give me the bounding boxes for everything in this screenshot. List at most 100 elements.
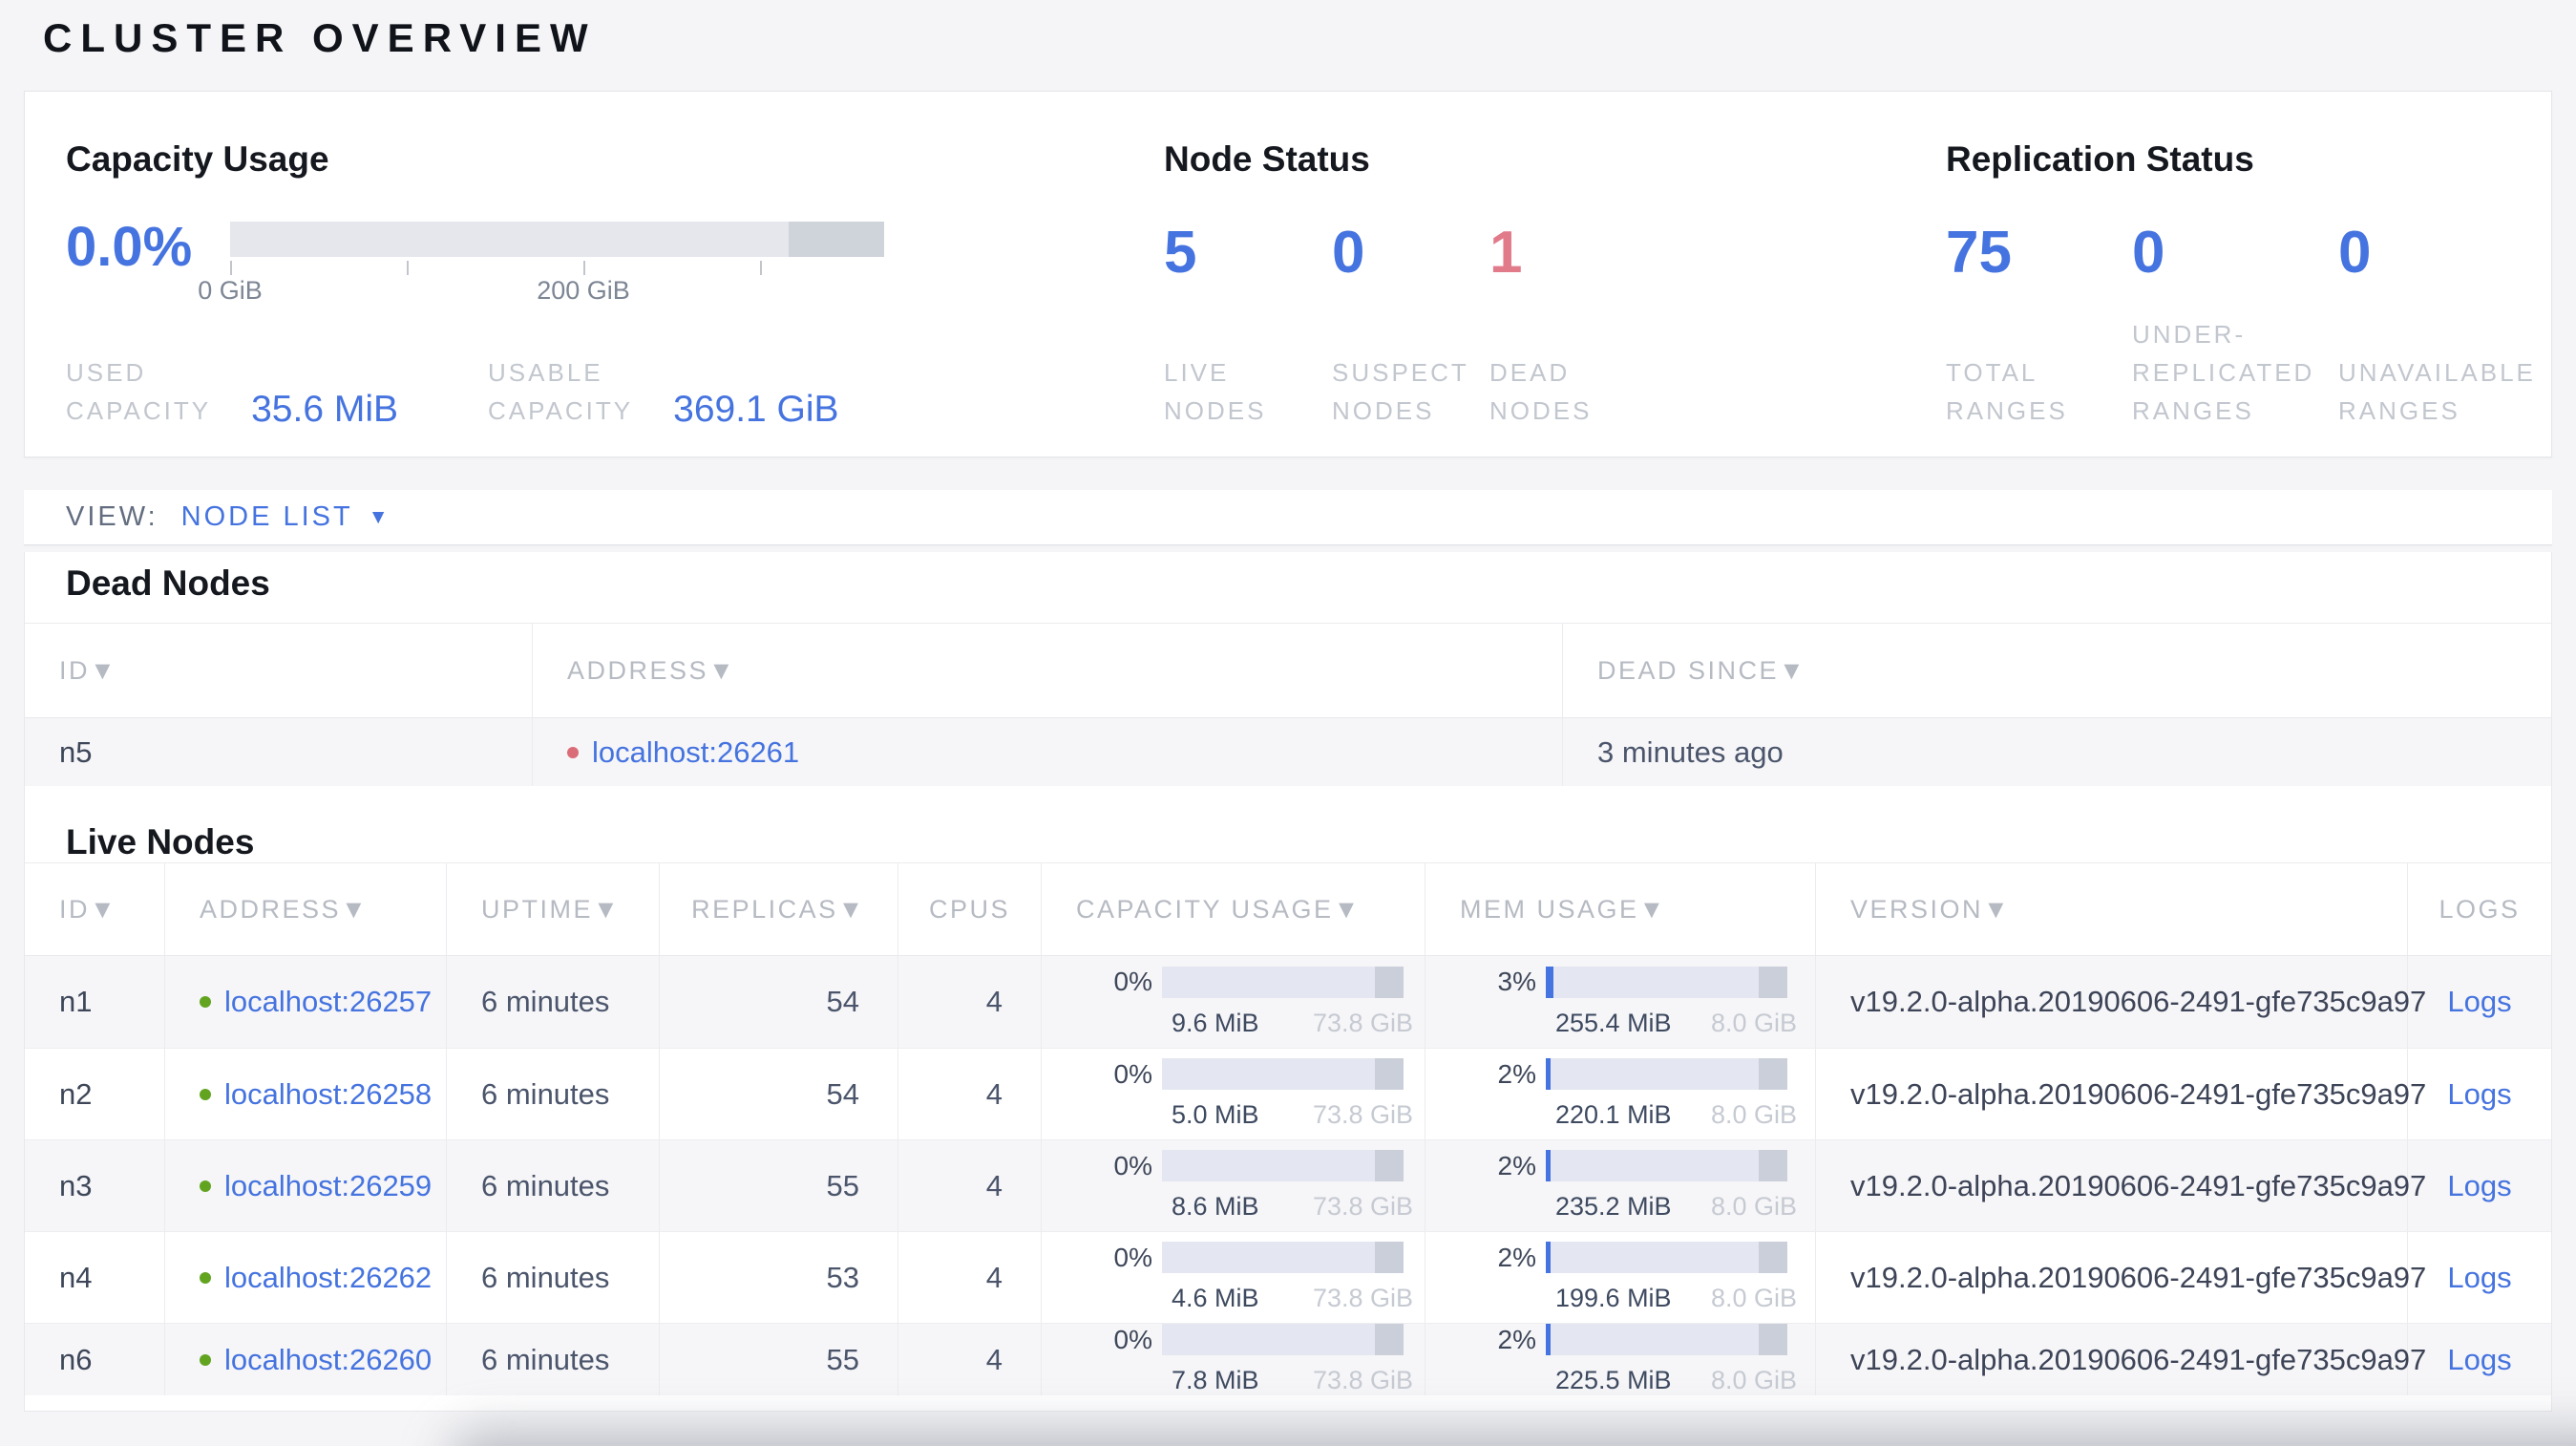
col-logs: LOGS [2439,894,2521,924]
node-address-link[interactable]: localhost:26260 [224,1342,433,1376]
unavailable-ranges-count: 0 [2338,220,2372,286]
node-address-link[interactable]: localhost:26262 [224,1260,433,1294]
replicas-cell: 54 [660,1049,898,1139]
node-id-cell: n2 [25,1049,165,1139]
logs-cell: Logs [2408,1049,2551,1139]
chevron-down-icon: ▼ [368,505,389,528]
mem-usage-bar [1546,1242,1787,1273]
view-dropdown-value[interactable]: NODE LIST [180,501,353,532]
node-status-title: Node Status [1164,139,1370,179]
dead-node-row: n5 localhost:26261 3 minutes ago [25,718,2551,786]
dead-node-since-cell: 3 minutes ago [1597,734,1784,769]
col-id[interactable]: ID ▼ [25,863,165,955]
sort-arrow-icon: ▼ [1638,894,1667,924]
capacity-usage-title: Capacity Usage [66,139,329,179]
capacity-usage-bar [1162,1242,1404,1273]
replicas-cell: 54 [660,956,898,1048]
live-nodes-label: LIVE NODES [1164,358,1267,425]
dead-nodes-label: DEAD NODES [1489,358,1593,425]
live-nodes-metric: 5 LIVE NODES [1164,222,1332,430]
sort-arrow-icon: ▼ [90,655,118,685]
node-id-cell: n1 [25,956,165,1048]
sort-arrow-icon: ▼ [341,894,370,924]
uptime-cell: 6 minutes [447,1049,660,1139]
live-status-dot [200,996,211,1008]
node-address-link[interactable]: localhost:26259 [224,1168,433,1202]
capacity-usage-section: Capacity Usage 0.0% 0 GiB [25,92,1164,457]
suspect-nodes-label: SUSPECT NODES [1332,358,1469,425]
live-nodes-count: 5 [1164,220,1197,286]
under-replicated-label: UNDER- REPLICATED RANGES [2132,320,2315,425]
unavailable-ranges-label: UNAVAILABLE RANGES [2338,358,2536,425]
usable-capacity-label: USABLE CAPACITY [488,358,634,425]
replicas-cell: 53 [660,1232,898,1323]
uptime-cell: 6 minutes [447,1324,660,1395]
sort-arrow-icon: ▼ [90,894,118,924]
used-capacity-label: USED CAPACITY [66,358,212,425]
col-cpus: CPUS [898,863,1042,955]
dead-col-dead-since[interactable]: DEAD SINCE ▼ [1597,655,1807,685]
dead-nodes-heading: Dead Nodes [66,564,270,603]
mem-usage-bar [1546,966,1787,998]
suspect-nodes-metric: 0 SUSPECT NODES [1332,222,1489,430]
cluster-summary-panel: Capacity Usage 0.0% 0 GiB [24,91,2552,457]
total-ranges-metric: 75 TOTAL RANGES [1946,222,2132,430]
col-mem-usage[interactable]: MEM USAGE ▼ [1425,863,1816,955]
capacity-bar: 0 GiB 200 GiB [198,222,884,308]
capacity-bar-nonusable-segment [789,222,884,257]
logs-link[interactable]: Logs [2447,1342,2512,1376]
replicas-cell: 55 [660,1140,898,1231]
col-capacity-usage[interactable]: CAPACITY USAGE ▼ [1042,863,1425,955]
view-label: VIEW: [66,501,158,532]
col-replicas[interactable]: REPLICAS ▼ [660,863,898,955]
dead-col-id[interactable]: ID ▼ [25,624,533,717]
logs-link[interactable]: Logs [2447,1076,2512,1111]
dead-nodes-metric: 1 DEAD NODES [1489,222,1592,430]
table-row: n4 localhost:26262 6 minutes 53 4 0% 4.6… [25,1231,2551,1323]
col-uptime[interactable]: UPTIME ▼ [447,863,660,955]
node-id-cell: n3 [25,1140,165,1231]
col-version[interactable]: VERSION ▼ [1816,863,2408,955]
capacity-usage-bar [1162,1058,1404,1090]
node-id-cell: n6 [25,1324,165,1395]
mem-usage-bar [1546,1058,1787,1090]
mem-usage-cell: 3% 255.4 MiB 8.0 GiB [1425,956,1816,1048]
axis-label-200gib: 200 GiB [537,276,630,305]
capacity-usage-bar [1162,1324,1404,1355]
logs-link[interactable]: Logs [2447,1260,2512,1294]
sort-arrow-icon: ▼ [1333,894,1362,924]
under-replicated-metric: 0 UNDER- REPLICATED RANGES [2132,222,2338,430]
logs-link[interactable]: Logs [2447,1168,2512,1202]
sort-arrow-icon: ▼ [1983,894,2012,924]
live-nodes-table-header: ID ▼ ADDRESS ▼ UPTIME ▼ REPLICAS ▼ CPUS … [25,862,2551,956]
cpus-cell: 4 [898,956,1042,1048]
logs-cell: Logs [2408,1140,2551,1231]
mem-usage-bar [1546,1150,1787,1181]
capacity-usage-cell: 0% 7.8 MiB 73.8 GiB [1042,1324,1425,1395]
logs-link[interactable]: Logs [2447,985,2512,1018]
capacity-bar-track [230,222,884,257]
used-capacity-stat: USED CAPACITY 35.6 MiB [66,353,398,430]
used-capacity-value: 35.6 MiB [251,389,399,430]
dead-status-dot [567,746,579,758]
cpus-cell: 4 [898,1232,1042,1323]
live-status-dot [200,1088,211,1100]
uptime-cell: 6 minutes [447,1232,660,1323]
mem-usage-bar [1546,1324,1787,1355]
cpus-cell: 4 [898,1140,1042,1231]
dead-col-address[interactable]: ADDRESS ▼ [533,624,1563,717]
col-address[interactable]: ADDRESS ▼ [165,863,447,955]
node-id-cell: n4 [25,1232,165,1323]
sort-arrow-icon: ▼ [593,894,622,924]
view-dropdown[interactable]: NODE LIST ▼ [181,501,389,533]
version-cell: v19.2.0-alpha.20190606-2491-gfe735c9a97 [1816,1049,2426,1139]
mem-usage-cell: 2% 220.1 MiB 8.0 GiB [1425,1049,1816,1139]
axis-label-0gib: 0 GiB [198,276,263,305]
live-status-dot [200,1271,211,1284]
under-replicated-count: 0 [2132,220,2165,286]
capacity-usage-bar [1162,1150,1404,1181]
dead-node-address-link[interactable]: localhost:26261 [592,734,800,769]
usable-capacity-value: 369.1 GiB [673,389,839,430]
node-address-link[interactable]: localhost:26257 [224,985,433,1018]
node-address-link[interactable]: localhost:26258 [224,1076,433,1111]
